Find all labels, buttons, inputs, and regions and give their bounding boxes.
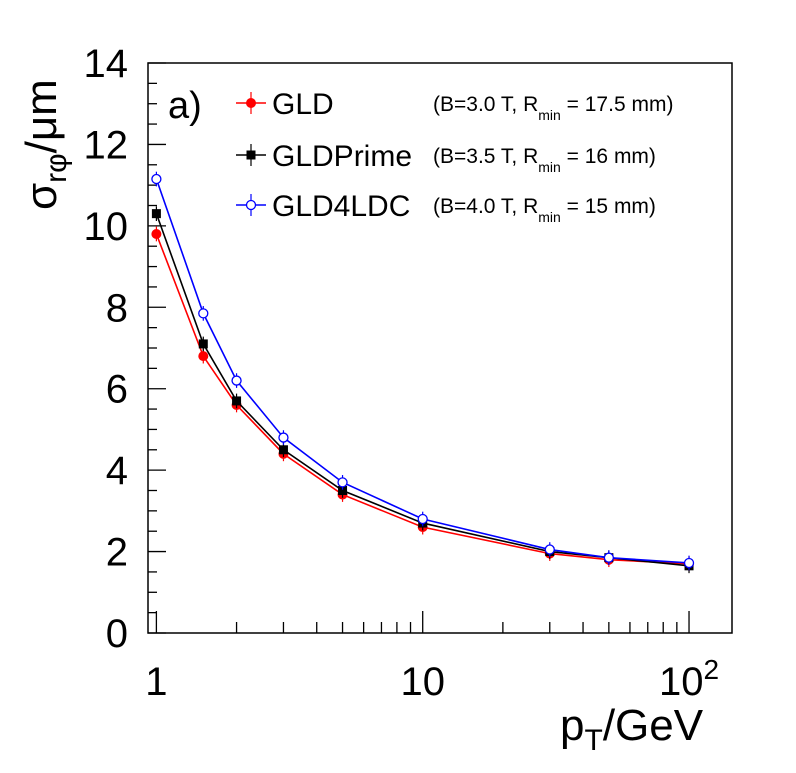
data-point: [603, 552, 615, 563]
data-point: [278, 445, 288, 455]
data-point: [198, 351, 209, 362]
data-point: [337, 477, 348, 488]
data-point: [683, 557, 695, 569]
legend-entry: GLD4LDC (B=4.0 T, Rmin = 15 mm): [236, 190, 656, 225]
data-series: [151, 171, 695, 574]
data-point: [231, 375, 242, 386]
legend-condition: (B=3.5 T, Rmin = 16 mm): [433, 145, 656, 175]
data-point: [198, 339, 208, 349]
panel-label: a): [168, 85, 202, 127]
legend-label: GLD4LDC: [272, 190, 410, 223]
legend-marker: [246, 98, 256, 108]
x-tick-label: 10: [400, 660, 445, 704]
series-gld4ldc: [151, 171, 695, 571]
data-point: [417, 513, 428, 525]
legend-label: GLD: [272, 88, 334, 121]
legend: GLD (B=3.0 T, Rmin = 17.5 mm) GLDPrime (B=3…: [236, 88, 673, 225]
legend-entry: GLD (B=3.0 T, Rmin = 17.5 mm): [236, 88, 673, 123]
y-tick-label: 6: [106, 368, 128, 412]
axes: 0 2 4 6 8 10 12 14 1 10 102: [84, 42, 720, 704]
legend-marker: [246, 150, 256, 160]
data-point: [338, 486, 348, 495]
y-tick-label: 4: [106, 449, 128, 493]
data-point: [151, 209, 161, 219]
series-line: [155, 178, 690, 564]
y-tick-label: 14: [84, 42, 129, 86]
data-point: [198, 308, 209, 319]
legend-label: GLDPrime: [272, 140, 412, 173]
y-axis-label: σrφ/μm: [17, 79, 73, 210]
data-point: [151, 173, 162, 185]
data-point: [544, 544, 555, 555]
x-axis-label: pT/GeV: [560, 701, 704, 757]
y-tick-label: 0: [106, 612, 128, 656]
y-tick-label: 10: [84, 205, 129, 249]
x-tick-label: 1: [145, 660, 167, 704]
data-point: [232, 396, 242, 406]
x-tick-label: 102: [659, 654, 719, 704]
y-tick-label: 12: [84, 123, 129, 167]
y-tick-label: 2: [106, 531, 128, 575]
y-tick-label: 8: [106, 286, 128, 330]
legend-entry: GLDPrime (B=3.5 T, Rmin = 16 mm): [236, 140, 656, 175]
legend-condition: (B=3.0 T, Rmin = 17.5 mm): [433, 93, 673, 123]
data-point: [151, 229, 162, 239]
legend-condition: (B=4.0 T, Rmin = 15 mm): [433, 195, 656, 225]
legend-marker: [245, 199, 257, 211]
data-point: [278, 432, 289, 443]
